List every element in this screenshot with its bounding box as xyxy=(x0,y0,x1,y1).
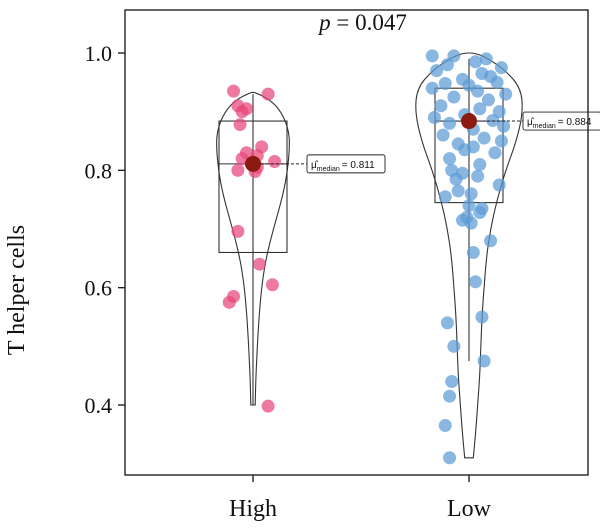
data-point xyxy=(438,77,452,91)
data-point xyxy=(252,257,266,271)
data-point xyxy=(265,278,279,292)
data-point xyxy=(443,116,457,130)
data-point xyxy=(477,131,491,145)
data-point xyxy=(490,75,504,89)
data-point xyxy=(447,339,461,353)
data-point xyxy=(261,87,275,101)
data-point xyxy=(497,119,511,133)
data-point xyxy=(473,206,487,220)
data-point xyxy=(443,451,457,465)
data-point xyxy=(481,93,495,107)
y-tick-label: 0.4 xyxy=(85,393,113,418)
y-tick-label: 0.6 xyxy=(85,276,113,301)
data-point xyxy=(471,169,485,183)
data-point xyxy=(471,84,485,98)
median-label-box xyxy=(306,154,386,174)
x-tick-label: Low xyxy=(447,496,492,522)
data-point xyxy=(235,105,249,119)
data-point xyxy=(494,134,508,148)
data-point xyxy=(464,216,478,230)
data-point xyxy=(499,87,513,101)
data-point xyxy=(425,81,439,95)
median-label-value: = 0.811 xyxy=(342,160,375,171)
data-point xyxy=(233,118,247,132)
plot-frame xyxy=(124,9,589,476)
data-point xyxy=(466,245,480,259)
data-point xyxy=(438,419,452,433)
data-point xyxy=(445,375,459,389)
data-point xyxy=(440,58,454,72)
median-label-box xyxy=(522,111,600,131)
data-point xyxy=(475,310,489,324)
data-point xyxy=(473,102,487,116)
data-point xyxy=(449,172,463,186)
median-label-subscript: median xyxy=(317,166,340,173)
x-tick-label: High xyxy=(229,496,277,522)
median-point-low xyxy=(461,113,477,130)
data-point xyxy=(436,128,450,142)
title-p-value-symbol: p xyxy=(317,10,331,35)
data-point xyxy=(486,113,500,127)
violin-high xyxy=(216,91,290,406)
data-point xyxy=(488,146,502,160)
chart-title: p = 0.047 xyxy=(317,10,407,35)
median-point-high xyxy=(245,155,261,172)
data-point xyxy=(425,49,439,63)
data-point xyxy=(479,52,493,66)
data-point xyxy=(451,184,465,198)
data-point xyxy=(468,275,482,289)
y-tick-label: 0.8 xyxy=(85,158,113,183)
median-label-symbol: μ̂ xyxy=(311,159,319,171)
data-point xyxy=(494,61,508,75)
median-label-subscript: median xyxy=(533,123,556,130)
data-point xyxy=(434,99,448,113)
data-point xyxy=(447,90,461,104)
median-label-symbol: μ̂ xyxy=(527,116,535,128)
data-point xyxy=(464,187,478,201)
data-point xyxy=(227,84,241,98)
y-ticks: 0.4 0.6 0.8 1.0 xyxy=(85,41,125,418)
data-point xyxy=(261,399,275,413)
median-label-value: = 0.884 xyxy=(558,117,592,128)
y-axis-label: T helper cells xyxy=(4,225,30,355)
data-point xyxy=(222,295,236,309)
median-label: μ̂median = 0.811 xyxy=(311,159,375,173)
data-point xyxy=(443,152,457,166)
data-point xyxy=(492,178,506,192)
x-ticks: High Low xyxy=(229,475,492,522)
data-point xyxy=(484,234,498,248)
title-p-value: = 0.047 xyxy=(331,10,407,35)
data-point xyxy=(458,143,472,157)
y-tick-label: 1.0 xyxy=(85,41,113,66)
data-point xyxy=(468,55,482,69)
data-point xyxy=(440,316,454,330)
data-point xyxy=(231,224,245,238)
data-point xyxy=(443,389,457,403)
box-high xyxy=(218,120,288,254)
data-point xyxy=(462,199,476,213)
data-point xyxy=(430,64,444,78)
data-point xyxy=(268,155,282,169)
median-label: μ̂median = 0.884 xyxy=(527,116,592,130)
data-point xyxy=(231,163,245,177)
data-point xyxy=(438,190,452,204)
data-point xyxy=(477,354,491,368)
data-point xyxy=(473,157,487,171)
data-point xyxy=(427,111,441,125)
